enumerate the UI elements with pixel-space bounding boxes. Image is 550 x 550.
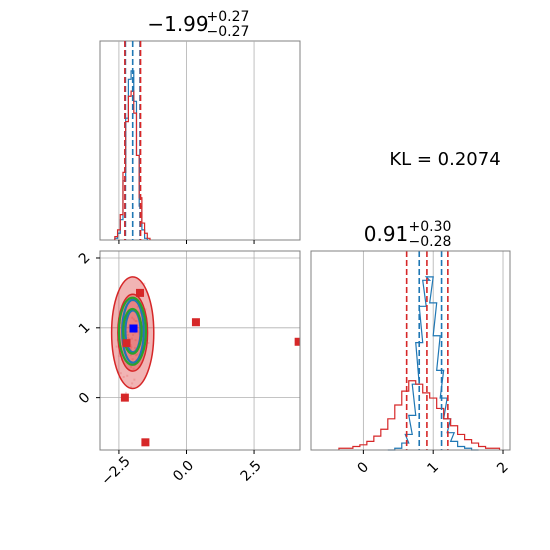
marginal-panel-param-2-grid xyxy=(362,251,504,450)
sample-point xyxy=(136,329,139,332)
param-1-title: −1.99 xyxy=(147,12,208,36)
red-marker xyxy=(136,288,144,297)
param-1-median: −1.99 xyxy=(147,12,208,36)
marginal-panel-param-1-grid xyxy=(118,41,255,240)
x-tick-label: 0.0 xyxy=(170,458,197,485)
joint-panel: −2.5 0.0 2.5 0 1 2 xyxy=(76,250,301,489)
marginal-panel-param-2: 0 1 2 0.91 +0.30 −0.28 xyxy=(310,219,512,477)
sample-point xyxy=(134,347,137,350)
sample-point xyxy=(130,366,133,369)
sample-point xyxy=(119,372,122,375)
sample-point xyxy=(136,353,139,356)
contour-level xyxy=(117,296,148,366)
param-1-plus: +0.27 xyxy=(207,9,250,25)
x-tick-label: 2.5 xyxy=(238,458,265,485)
sample-point xyxy=(132,367,135,370)
sample-point xyxy=(128,337,131,340)
sample-point xyxy=(135,354,138,357)
sample-point xyxy=(115,345,118,348)
red-marker xyxy=(141,438,150,447)
sample-point xyxy=(133,378,136,381)
blue-marker xyxy=(129,324,138,333)
joint-panel-markers xyxy=(120,288,300,447)
sample-point xyxy=(129,347,132,350)
sample-point xyxy=(130,337,133,340)
param-2-plus: +0.30 xyxy=(409,219,452,235)
sample-point xyxy=(129,354,132,357)
marginal-panel-param-2-frame xyxy=(310,250,511,451)
sample-point xyxy=(128,325,131,328)
red-marker xyxy=(120,393,129,402)
y-tick-label: 1 xyxy=(76,320,94,338)
marginal-panel-param-2-quantile-lines xyxy=(405,251,449,450)
histogram-series-1 xyxy=(338,380,501,450)
sample-point xyxy=(131,382,134,385)
sample-point xyxy=(132,333,135,336)
kl-annotation: KL = 0.2074 xyxy=(389,149,500,170)
sample-point xyxy=(130,345,133,348)
sample-point xyxy=(144,308,147,311)
sample-point xyxy=(136,305,139,308)
x-tick-label: 1 xyxy=(424,459,442,477)
sample-point xyxy=(147,342,150,345)
param-2-minus: −0.28 xyxy=(409,234,452,250)
sample-point xyxy=(131,358,134,361)
marginal-panel-param-1-quantile-lines xyxy=(124,41,142,240)
sample-point xyxy=(124,391,127,394)
joint-panel-frame xyxy=(99,250,301,451)
sample-point xyxy=(139,311,142,314)
joint-panel-ticks: −2.5 0.0 2.5 0 1 2 xyxy=(76,250,265,489)
sample-point xyxy=(122,376,125,379)
sample-point xyxy=(137,310,140,313)
sample-point xyxy=(126,374,129,377)
sample-point xyxy=(134,319,137,322)
marginal-panel-param-2-ticks: 0 1 2 xyxy=(355,450,512,477)
param-2-median: 0.91 xyxy=(364,222,409,246)
red-marker xyxy=(191,318,200,327)
contour-level xyxy=(122,307,143,355)
sample-point xyxy=(127,336,130,339)
x-tick-label: −2.5 xyxy=(98,453,133,488)
marginal-panel-param-1: −1.99 +0.27 −0.27 xyxy=(99,9,301,244)
sample-point xyxy=(117,355,120,358)
histogram-series-0 xyxy=(387,276,479,451)
sample-point xyxy=(143,282,146,285)
sample-point xyxy=(135,320,138,323)
sample-point xyxy=(127,338,130,341)
x-tick-label: 2 xyxy=(494,459,512,477)
marginal-panel-param-2-histograms xyxy=(338,276,501,451)
sample-point xyxy=(138,331,141,334)
sample-point xyxy=(126,333,129,336)
x-tick-label: 0 xyxy=(355,459,373,477)
sample-point xyxy=(131,316,134,319)
marginal-panel-param-1-ticks xyxy=(118,240,255,244)
sample-point xyxy=(134,339,137,342)
joint-panel-contours xyxy=(110,276,155,390)
y-tick-label: 2 xyxy=(76,250,94,268)
sample-point xyxy=(129,386,132,389)
red-marker xyxy=(122,339,131,348)
marginal-panel-param-1-frame xyxy=(99,40,301,241)
histogram-series-0 xyxy=(114,70,148,240)
red-marker xyxy=(294,337,300,346)
sample-point xyxy=(129,344,132,347)
param-1-minus: −0.27 xyxy=(207,24,250,40)
y-tick-label: 0 xyxy=(76,390,94,408)
sample-point xyxy=(132,318,135,321)
sample-point xyxy=(125,331,128,334)
